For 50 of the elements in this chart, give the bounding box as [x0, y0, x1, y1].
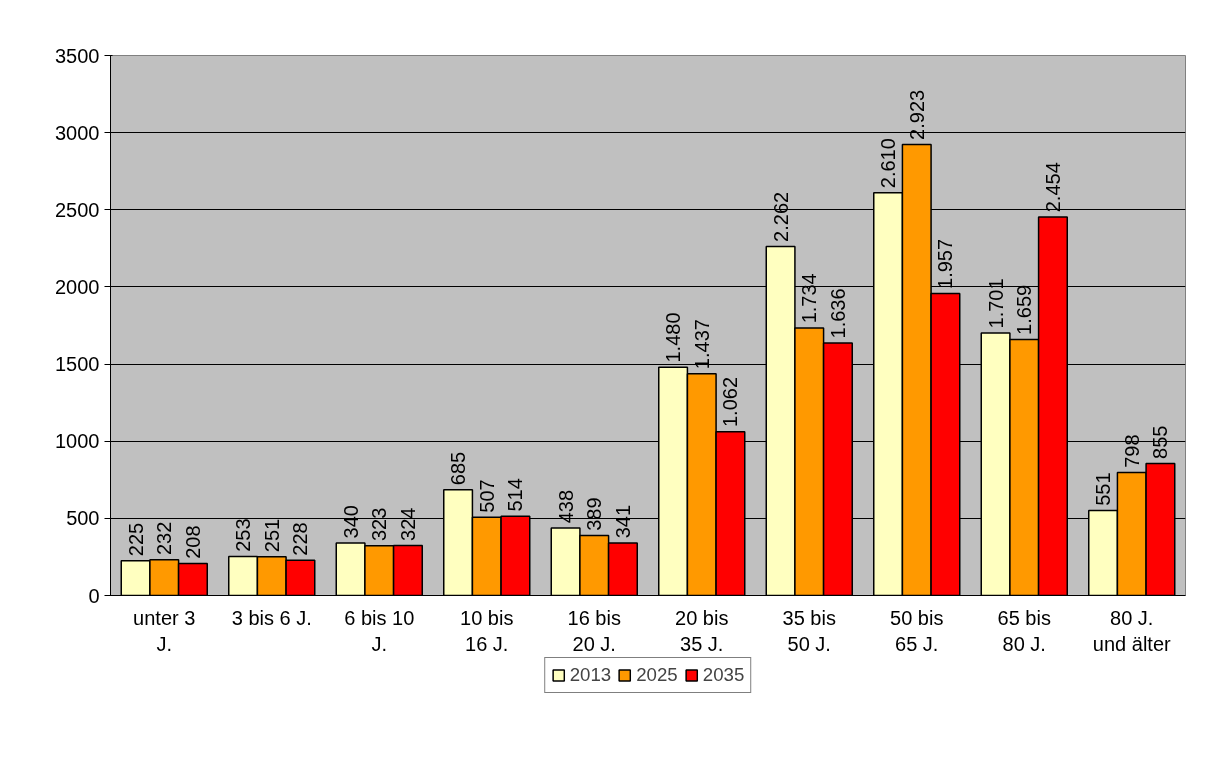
data-label: 514: [504, 478, 527, 512]
x-tick-label: 16 bis 20 J.: [567, 606, 621, 655]
y-tick-label: 2000: [55, 275, 100, 298]
data-label: 798: [1120, 434, 1143, 468]
data-label: 1.659: [1013, 284, 1036, 335]
data-label: 1.062: [719, 376, 742, 428]
x-tick-label: 35 bis 50 J.: [782, 606, 836, 655]
data-label: 1.636: [826, 288, 849, 339]
x-tick-label: 10 bis 16 J.: [460, 606, 514, 655]
legend-label: 2025: [636, 664, 678, 686]
data-label: 551: [1092, 472, 1115, 506]
data-label: 323: [368, 507, 391, 542]
data-label: 1.480: [662, 312, 685, 363]
data-label: 389: [583, 497, 606, 531]
data-label: 2.610: [877, 138, 900, 189]
x-tick-label: unter 3 J.: [133, 606, 196, 655]
x-tick-label: 80 J. und älter: [1092, 606, 1172, 655]
data-label: 685: [447, 451, 470, 486]
data-label: 1.437: [690, 319, 713, 370]
y-tick-label: 500: [66, 507, 100, 530]
data-label: 340: [339, 505, 362, 539]
data-label: 228: [289, 522, 312, 556]
data-label: 208: [181, 525, 204, 559]
data-label: 1.957: [934, 238, 957, 289]
x-tick-label: 20 bis 35 J.: [675, 606, 729, 655]
y-tick-label: 1500: [55, 353, 100, 376]
legend-label: 2013: [569, 664, 612, 686]
x-tick-label: 65 bis 80 J.: [997, 606, 1051, 655]
y-tick-label: 2500: [55, 198, 100, 221]
data-label: 341: [611, 504, 634, 539]
y-tick-label: 1000: [55, 430, 100, 453]
y-tick-label: 0: [88, 584, 100, 607]
x-tick-label: 3 bis 6 J.: [231, 606, 312, 629]
data-label: 232: [153, 521, 176, 556]
data-label: 438: [554, 489, 577, 524]
data-label: 2.923: [905, 89, 928, 140]
data-label: 1.701: [984, 278, 1007, 329]
x-tick-label: 50 bis 65 J.: [890, 606, 944, 655]
data-label: 507: [475, 479, 498, 513]
data-label: 324: [396, 507, 419, 541]
data-label: 855: [1149, 425, 1172, 459]
legend-label: 2035: [702, 664, 745, 686]
data-label: 2.262: [769, 191, 792, 242]
data-label: 251: [260, 518, 283, 553]
y-tick-label: 3000: [55, 121, 100, 144]
data-label: 253: [232, 518, 255, 552]
y-tick-label: 3500: [55, 44, 100, 67]
x-tick-label: 6 bis 10 J.: [344, 606, 415, 655]
data-label: 225: [124, 522, 147, 557]
data-label: 2.454: [1041, 162, 1064, 213]
